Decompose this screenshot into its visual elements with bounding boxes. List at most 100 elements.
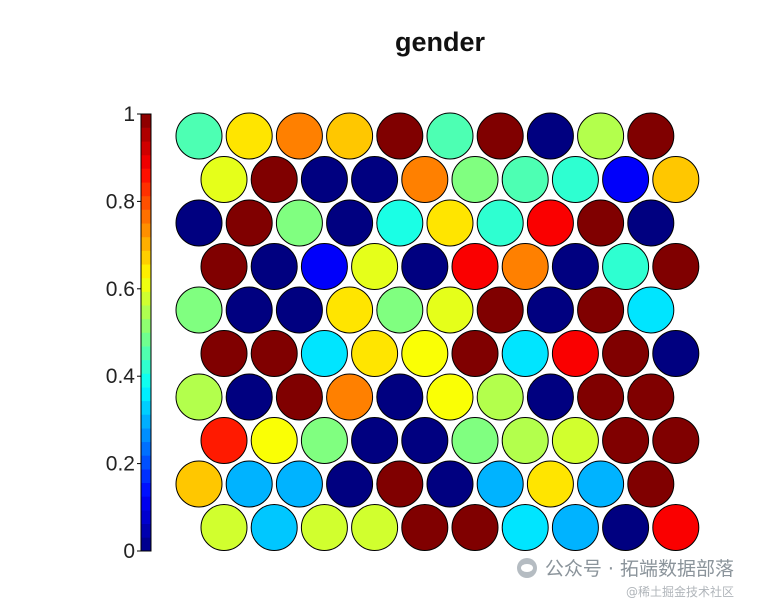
neuron-grid [175,112,700,551]
neuron-cell [577,373,625,421]
colorbar-tick-label: 0.2 [106,453,135,476]
neuron-cell [275,373,323,421]
neuron-cell [426,286,474,334]
neuron-cell [200,243,248,290]
neuron-cell [451,417,499,464]
neuron-cell [300,504,348,551]
neuron-cell [577,460,625,508]
neuron-cell [526,199,574,247]
neuron-cell [351,504,399,551]
neuron-cell [551,330,599,377]
neuron-cell [602,504,650,551]
chart-title: gender [395,27,486,57]
neuron-cell [326,373,374,421]
neuron-cell [627,112,675,160]
colorbar-segment [141,414,151,429]
colorbar-segment [141,168,151,183]
neuron-cell [426,373,474,421]
neuron-cell [476,112,524,160]
neuron-cell [200,504,248,551]
neuron-cell [401,504,449,551]
colorbar-segment [141,264,151,279]
neuron-cell [250,417,298,464]
neuron-cell [426,199,474,247]
colorbar-segment [141,455,151,470]
colorbar-tick-label: 0.4 [106,365,136,388]
colorbar-segment [141,127,151,142]
colorbar-segment [141,305,151,320]
colorbar-segment [141,291,151,306]
neuron-cell [551,504,599,551]
watermark: 公众号 · 拓端数据部落 @稀土掘金技术社区 [516,554,734,600]
neuron-cell [501,330,549,377]
colorbar-segment [141,332,151,347]
colorbar-tick-label: 0.8 [106,190,135,213]
colorbar-segment [141,387,151,402]
colorbar-segment [141,209,151,224]
neuron-cell [551,243,599,290]
neuron-cell [326,286,374,334]
neuron-cell [451,156,499,203]
neuron-cell [602,243,650,290]
neuron-cell [551,417,599,464]
colorbar-segment [141,141,151,156]
neuron-cell [376,460,424,508]
neuron-cell [526,460,574,508]
neuron-cell [426,460,474,508]
neuron-cell [426,112,474,160]
neuron-cell [200,156,248,203]
colorbar-segment [141,182,151,197]
watermark-line1: 公众号 · 拓端数据部落 [544,558,734,580]
colorbar-segment [141,277,151,292]
colorbar-segment [141,250,151,265]
neuron-cell [175,199,223,247]
colorbar-segment [141,496,151,511]
neuron-cell [627,286,675,334]
neuron-cell [401,156,449,203]
neuron-cell [300,330,348,377]
colorbar-segment [141,482,151,497]
neuron-cell [300,417,348,464]
neuron-cell [200,417,248,464]
neuron-cell [351,330,399,377]
colorbar-segment [141,236,151,251]
neuron-cell [551,156,599,203]
neuron-cell [250,156,298,203]
neuron-cell [175,373,223,421]
neuron-cell [401,330,449,377]
neuron-cell [376,112,424,160]
neuron-cell [376,286,424,334]
colorbar-tick-label: 1 [123,103,135,126]
neuron-cell [376,199,424,247]
neuron-cell [225,199,273,247]
colorbar-tick-label: 0 [123,540,135,563]
colorbar-segment [141,523,151,538]
watermark-line2: @稀土掘金技术社区 [625,585,734,599]
neuron-cell [300,156,348,203]
colorbar-segment [141,441,151,456]
colorbar-segment [141,346,151,361]
colorbar-segment [141,318,151,333]
neuron-cell [351,417,399,464]
neuron-cell [602,330,650,377]
neuron-cell [577,286,625,334]
neuron-cell [275,286,323,334]
neuron-cell [250,504,298,551]
colorbar [140,113,152,552]
neuron-cell [501,504,549,551]
neuron-cell [175,112,223,160]
colorbar-segment [141,469,151,484]
colorbar-segment [141,428,151,443]
colorbar-segment [141,359,151,374]
colorbar-segment [141,223,151,238]
neuron-cell [401,417,449,464]
colorbar-segment [141,373,151,388]
neuron-cell [652,156,700,203]
neuron-cell [526,112,574,160]
neuron-cell [200,330,248,377]
neuron-cell [175,460,223,508]
colorbar-segment [141,400,151,415]
neuron-cell [451,504,499,551]
neuron-cell [225,460,273,508]
neuron-cell [526,286,574,334]
